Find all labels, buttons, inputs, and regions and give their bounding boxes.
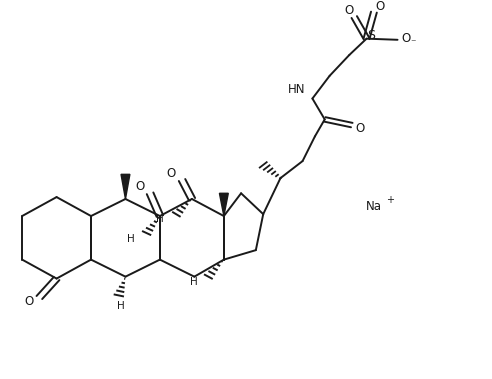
Text: O: O xyxy=(375,0,384,13)
Text: ⁻: ⁻ xyxy=(410,39,416,49)
Text: H: H xyxy=(156,214,164,224)
Text: H: H xyxy=(117,301,124,311)
Text: O: O xyxy=(345,4,354,17)
Polygon shape xyxy=(121,174,130,199)
Text: +: + xyxy=(386,195,394,205)
Text: O: O xyxy=(402,32,411,45)
Polygon shape xyxy=(219,193,228,216)
Text: Na: Na xyxy=(366,200,382,213)
Text: O: O xyxy=(167,168,176,180)
Text: O: O xyxy=(355,122,364,135)
Text: HN: HN xyxy=(288,83,306,96)
Text: S: S xyxy=(368,29,375,42)
Text: O: O xyxy=(24,295,33,308)
Text: H: H xyxy=(190,277,198,287)
Text: H: H xyxy=(127,234,135,244)
Text: O: O xyxy=(136,180,145,193)
